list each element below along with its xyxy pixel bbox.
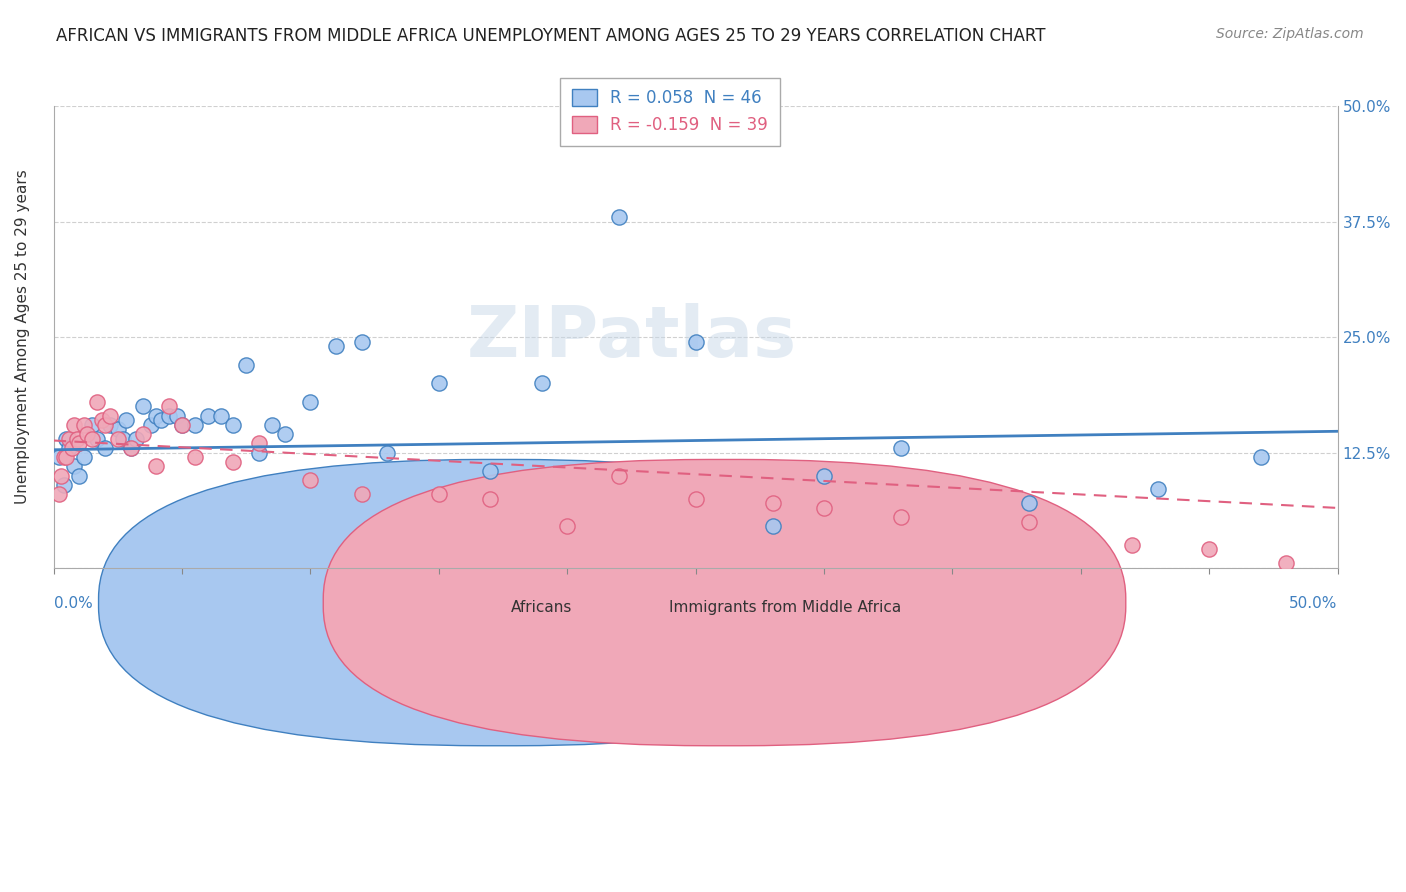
Text: Immigrants from Middle Africa: Immigrants from Middle Africa (669, 600, 901, 615)
Point (222, 417, 245, 432)
Point (52, 478, 75, 492)
Point (98, 417, 121, 432)
Point (132, 400, 155, 414)
Legend: R = 0.058  N = 46, R = -0.159  N = 39: R = 0.058 N = 46, R = -0.159 N = 39 (560, 78, 780, 145)
Point (82, 432, 104, 446)
Point (166, 409, 188, 423)
Text: AFRICAN VS IMMIGRANTS FROM MIDDLE AFRICA UNEMPLOYMENT AMONG AGES 25 TO 29 YEARS : AFRICAN VS IMMIGRANTS FROM MIDDLE AFRICA… (56, 27, 1046, 45)
Point (111, 432, 134, 446)
Point (55, 450, 77, 464)
Point (1198, 542, 1220, 557)
Point (197, 409, 219, 423)
Point (1018, 515, 1040, 529)
Point (107, 432, 129, 446)
Point (1121, 538, 1143, 552)
Point (66, 432, 89, 446)
Point (890, 441, 912, 455)
Point (76, 427, 98, 442)
Point (350, 334, 373, 349)
Point (73, 450, 96, 464)
Point (260, 417, 283, 432)
Point (427, 376, 450, 391)
Point (762, 519, 785, 533)
Point (91, 413, 114, 427)
Point (427, 487, 450, 501)
Point (184, 450, 207, 464)
Point (58, 432, 80, 446)
Point (98, 409, 121, 423)
Text: Africans: Africans (510, 600, 572, 615)
Point (209, 409, 232, 423)
Point (145, 409, 167, 423)
Point (1275, 557, 1298, 571)
Point (890, 510, 912, 524)
Point (67, 468, 90, 483)
Y-axis label: Unemployment Among Ages 25 to 29 years: Unemployment Among Ages 25 to 29 years (15, 169, 30, 505)
Point (114, 413, 136, 427)
Point (48, 450, 70, 464)
Text: 0.0%: 0.0% (53, 596, 93, 611)
Point (141, 417, 163, 432)
Point (125, 432, 148, 446)
Point (222, 455, 245, 469)
Point (120, 441, 142, 455)
Point (157, 409, 180, 423)
Point (235, 358, 257, 372)
Point (607, 468, 630, 483)
Point (607, 210, 630, 224)
Point (86, 394, 108, 409)
Point (274, 427, 297, 442)
Point (299, 473, 322, 487)
Point (479, 491, 502, 506)
Point (157, 400, 180, 414)
Point (55, 432, 77, 446)
Point (150, 413, 173, 427)
Point (52, 450, 75, 464)
Point (58, 441, 80, 455)
Text: ZIPatlas: ZIPatlas (467, 302, 796, 372)
Point (107, 422, 129, 436)
Point (247, 436, 270, 450)
Point (530, 376, 553, 391)
Point (132, 427, 155, 442)
Point (685, 334, 707, 349)
Point (86, 432, 108, 446)
Point (1250, 450, 1272, 464)
Point (350, 487, 373, 501)
Point (82, 417, 104, 432)
Point (94, 417, 117, 432)
Point (170, 417, 193, 432)
Point (60, 441, 83, 455)
Point (145, 459, 167, 474)
Text: 50.0%: 50.0% (1289, 596, 1337, 611)
Point (184, 417, 207, 432)
Point (299, 394, 322, 409)
FancyBboxPatch shape (323, 459, 1126, 746)
Point (94, 441, 117, 455)
Point (813, 468, 835, 483)
Point (325, 339, 347, 353)
Point (1018, 496, 1040, 510)
Point (1147, 483, 1170, 497)
Point (377, 445, 399, 459)
Point (63, 459, 86, 474)
FancyBboxPatch shape (98, 459, 901, 746)
Point (247, 445, 270, 459)
Text: Source: ZipAtlas.com: Source: ZipAtlas.com (1216, 27, 1364, 41)
Point (120, 441, 142, 455)
Point (51, 468, 73, 483)
Point (685, 491, 707, 506)
Point (762, 496, 785, 510)
Point (67, 436, 90, 450)
Point (170, 417, 193, 432)
Point (48, 487, 70, 501)
Point (555, 519, 578, 533)
Point (63, 417, 86, 432)
Point (73, 417, 96, 432)
Point (479, 464, 502, 478)
Point (813, 500, 835, 515)
